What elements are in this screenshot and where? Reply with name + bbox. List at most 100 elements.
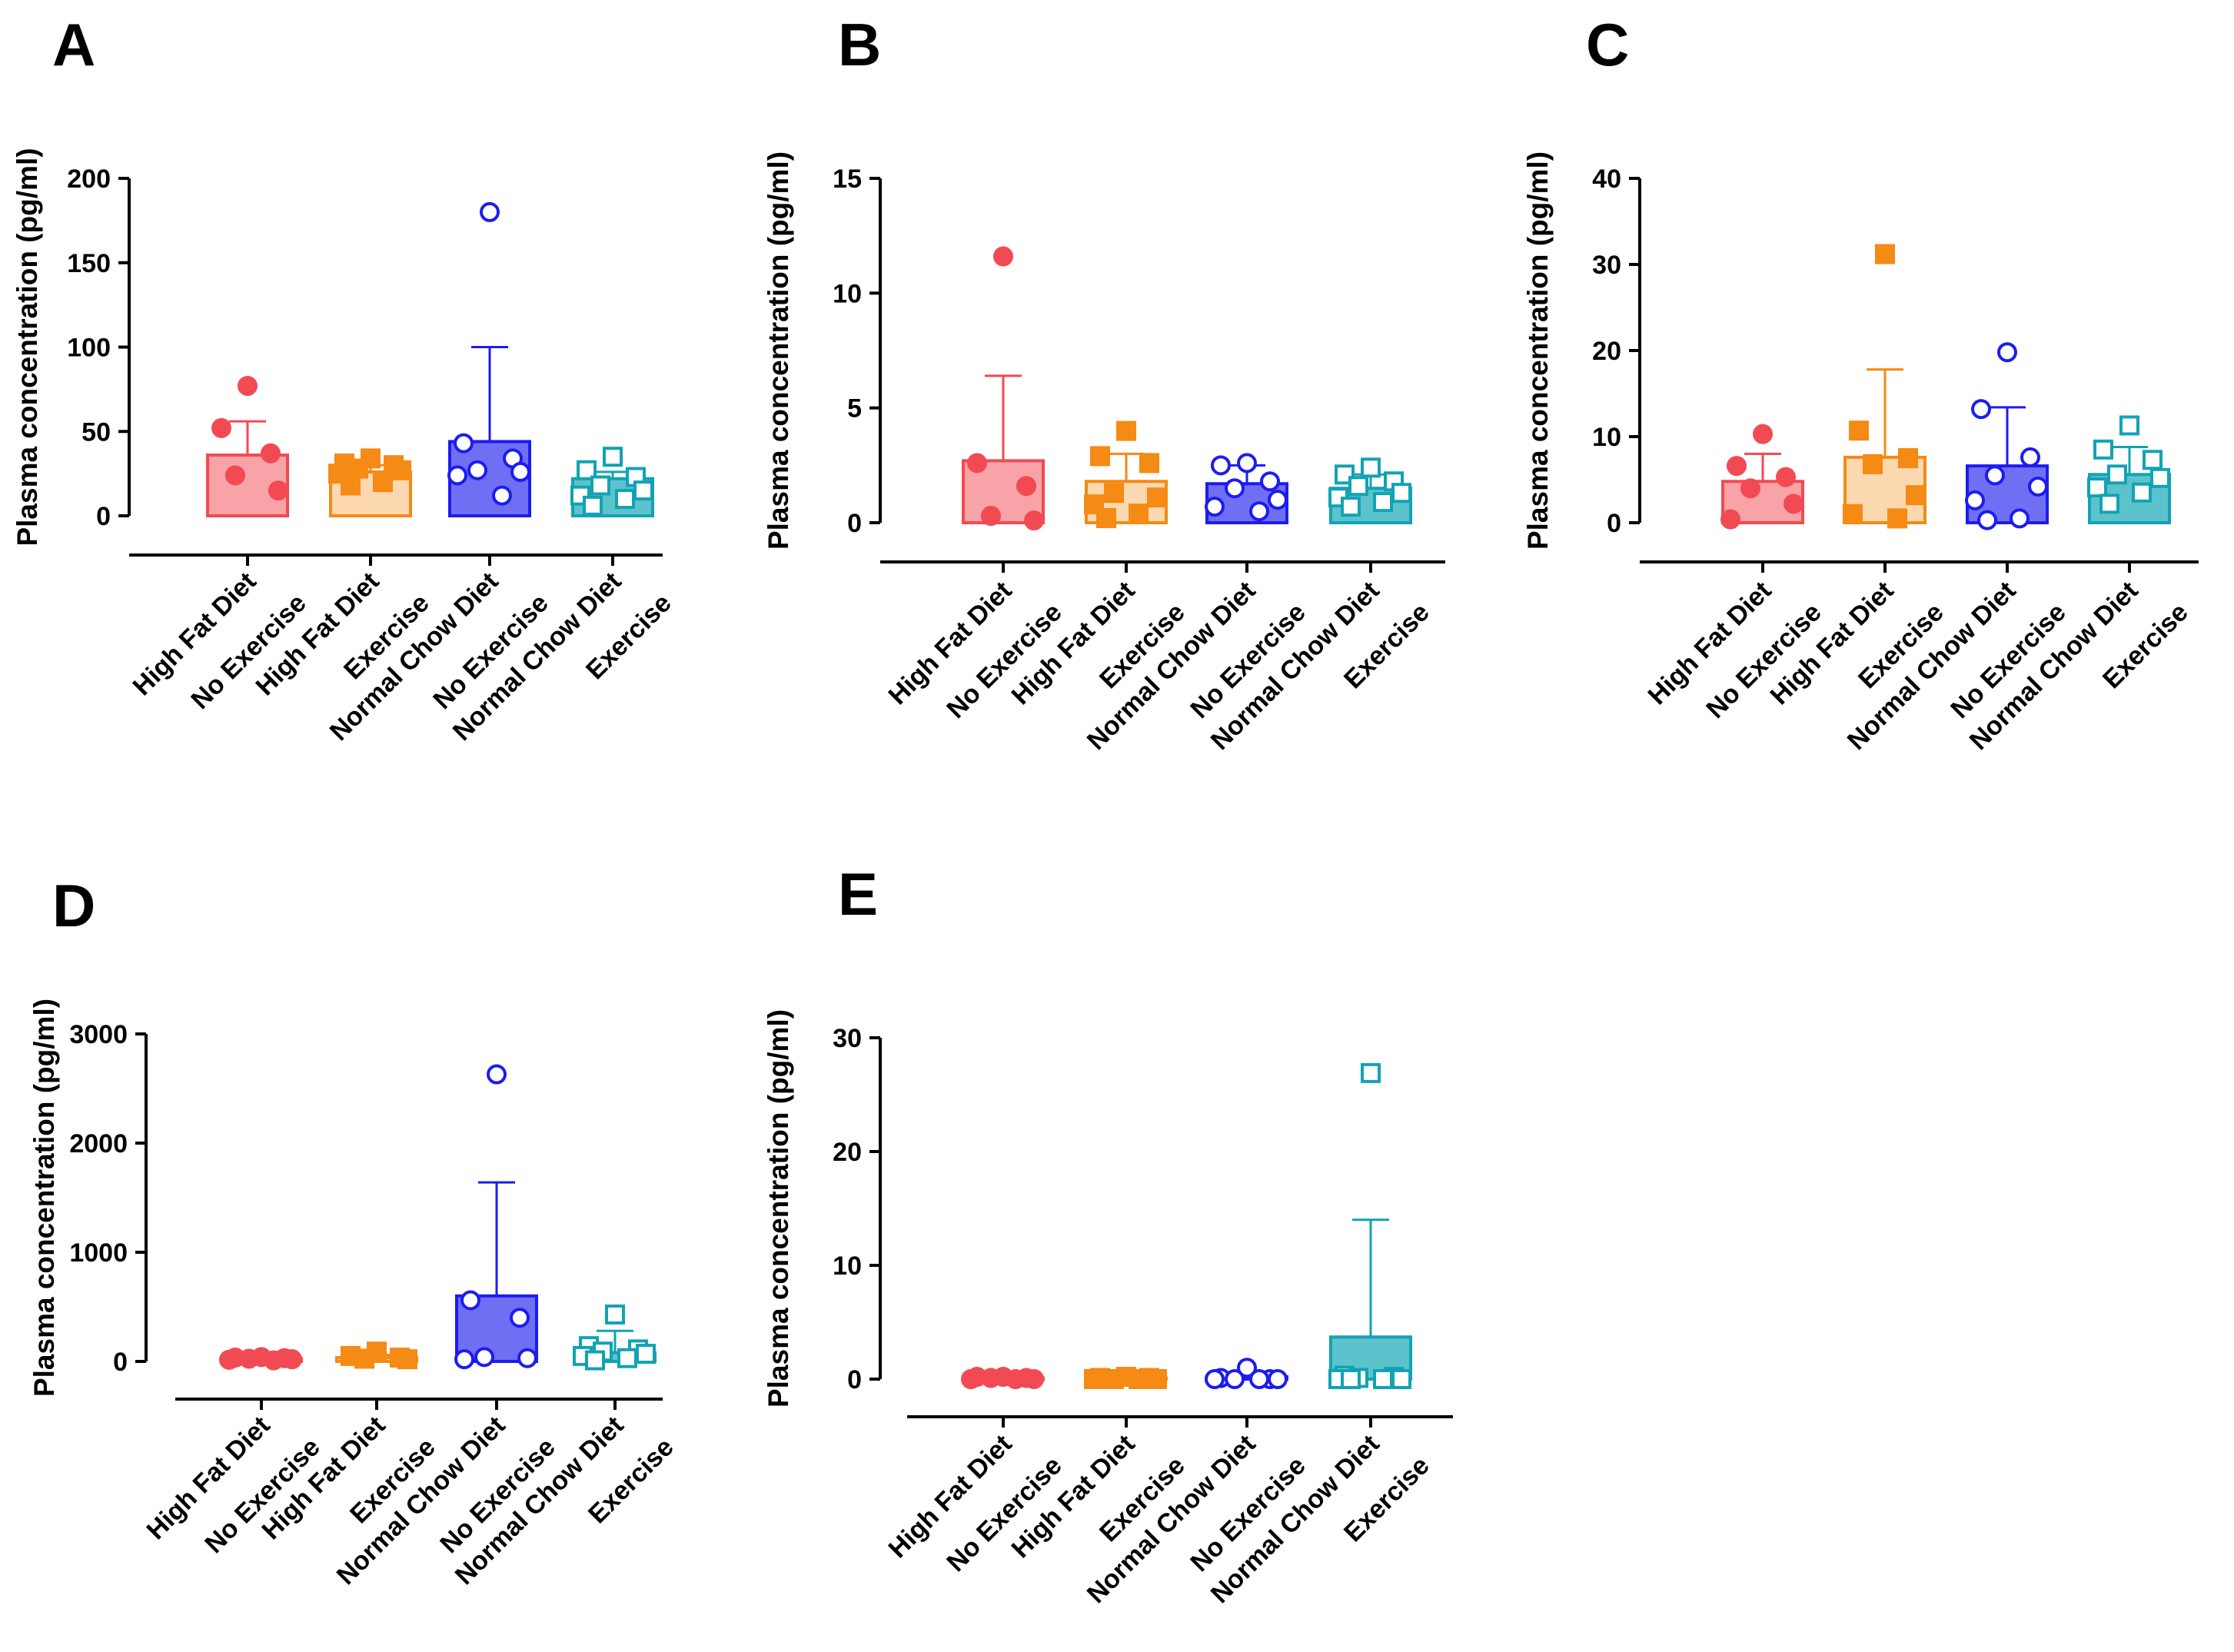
y-tick-label: 5 (847, 394, 862, 424)
data-point (1373, 492, 1393, 513)
panel-b: B Plasma concentration (pg/ml) 0 5 10 15 High … (763, 11, 1445, 756)
data-point (2119, 415, 2139, 436)
data-point (1139, 453, 1159, 474)
data-point (1341, 497, 1361, 517)
data-point (585, 1350, 605, 1371)
y-tick-label: 0 (113, 1348, 128, 1377)
panel-letter: D (52, 872, 95, 939)
data-point (603, 447, 623, 467)
data-point (1016, 476, 1036, 497)
x-tick-label-line-1: High Fat Diet (1643, 576, 1777, 710)
x-tick-label-line-1: High Fat Diet (141, 1411, 276, 1545)
data-point (1024, 510, 1044, 531)
data-point (583, 495, 603, 516)
data-point (492, 485, 512, 506)
data-point (1104, 1369, 1124, 1389)
y-tick-label: 50 (81, 417, 111, 447)
x-tick-label-line-1: High Fat Diet (883, 1429, 1018, 1564)
data-point (1129, 504, 1149, 524)
y-tick-label: 10 (833, 1251, 862, 1281)
data-point (1727, 456, 1747, 477)
data-point (981, 1368, 1001, 1388)
data-point (2107, 464, 2127, 485)
data-point (2010, 508, 2030, 529)
data-point (967, 453, 987, 474)
y-axis-label: Plasma concentration (pg/ml) (12, 148, 43, 546)
data-point (1024, 1369, 1044, 1389)
data-point (615, 489, 635, 510)
data-point (510, 1308, 530, 1328)
data-point (373, 472, 393, 493)
y-axis-label: Plasma concentration (pg/ml) (1522, 151, 1554, 550)
data-point (1776, 467, 1796, 487)
y-tick-label: 30 (1592, 251, 1621, 280)
data-point (1784, 494, 1803, 514)
data-point (1906, 485, 1926, 506)
data-point (2028, 476, 2048, 497)
data-point (2150, 467, 2170, 488)
data-point (993, 246, 1013, 267)
data-point (261, 443, 281, 464)
data-point (1361, 1062, 1381, 1083)
data-point (1753, 424, 1773, 444)
y-axis-label: Plasma concentration (pg/ml) (763, 151, 794, 550)
data-point (1361, 457, 1381, 478)
data-point (1341, 1369, 1361, 1389)
data-point (1090, 446, 1110, 467)
data-point (238, 375, 258, 396)
data-point (2099, 494, 2119, 514)
y-tick-label: 150 (67, 249, 111, 278)
data-point (1898, 448, 1918, 468)
data-point (1740, 478, 1760, 499)
data-point (1849, 420, 1869, 441)
y-tick-label: 1000 (69, 1238, 128, 1268)
data-point (1006, 1369, 1026, 1389)
y-tick-label: 15 (833, 165, 862, 194)
panel-c: C Plasma concentration (pg/ml) 0 10 20 30 40 Hi… (1522, 11, 2199, 756)
data-point (1863, 454, 1883, 474)
data-point (1843, 504, 1863, 524)
data-point (1249, 501, 1269, 522)
data-point (264, 1350, 284, 1371)
y-tick-label: 0 (96, 502, 111, 531)
data-point (981, 506, 1001, 527)
data-point (617, 1348, 637, 1368)
data-point (397, 1349, 417, 1370)
data-point (1205, 1369, 1225, 1389)
y-axis-label: Plasma concentration (pg/ml) (28, 999, 60, 1397)
panel-letter: A (52, 11, 95, 78)
data-point (341, 475, 361, 496)
y-tick-label: 0 (847, 1365, 862, 1394)
data-point (2143, 450, 2163, 470)
data-point (1720, 509, 1740, 530)
panel-d: D Plasma concentration (pg/ml) 0 1000 2000 30… (28, 872, 680, 1591)
panel-a: A Plasma concentration (pg/ml) 0 50 100 150 20… (12, 11, 677, 746)
y-tick-label: 2000 (69, 1129, 128, 1158)
data-point (605, 1304, 625, 1325)
panel-letter: E (838, 860, 878, 928)
y-tick-label: 100 (67, 334, 111, 363)
data-point (268, 480, 288, 501)
data-point (348, 458, 368, 479)
data-point (1875, 244, 1895, 264)
data-point (1260, 471, 1280, 492)
data-point (1225, 478, 1245, 499)
data-point (1211, 455, 1231, 476)
data-point (1116, 420, 1136, 441)
data-point (1977, 510, 1997, 530)
data-point (354, 1348, 374, 1369)
data-point (2093, 439, 2113, 460)
data-point (1268, 1369, 1288, 1389)
y-tick-label: 40 (1592, 165, 1621, 194)
panel-e: E Plasma concentration (pg/ml) 0 10 20 30 High… (763, 860, 1453, 1609)
x-tick-label-line-1: High Fat Diet (128, 567, 262, 701)
